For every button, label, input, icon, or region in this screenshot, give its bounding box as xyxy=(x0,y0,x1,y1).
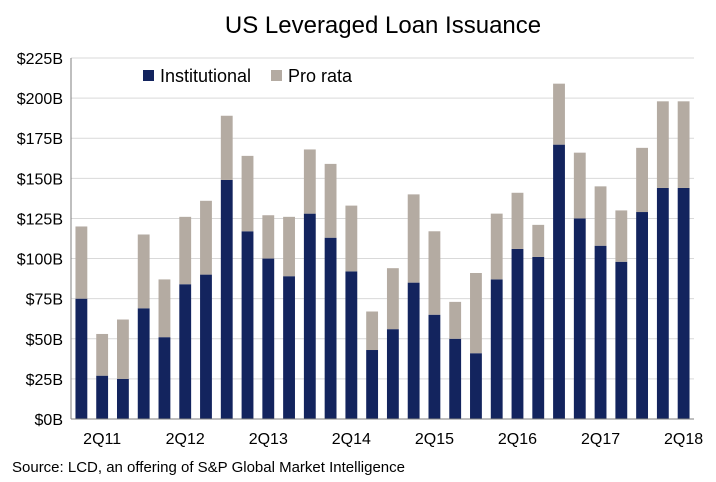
bar-pro-rata-3Q16 xyxy=(532,224,545,257)
bar-pro-rata-1Q16 xyxy=(490,213,503,280)
x-tick-label: 2Q17 xyxy=(581,431,620,448)
bar-pro-rata-2Q15 xyxy=(428,231,441,315)
bar-institutional-3Q16 xyxy=(532,256,545,419)
bar-institutional-3Q13 xyxy=(283,276,295,419)
bar-pro-rata-2Q12 xyxy=(179,216,192,285)
y-tick-label: $100B xyxy=(17,252,63,269)
bar-pro-rata-4Q16 xyxy=(553,83,565,145)
bar-institutional-4Q15 xyxy=(470,353,482,419)
y-tick-label: $200B xyxy=(17,91,63,108)
bar-institutional-1Q17 xyxy=(573,218,586,419)
x-tick-label: 2Q11 xyxy=(83,431,121,448)
bars xyxy=(75,83,690,419)
y-axis-tick-labels: $0B $25B $50B $75B $100B $125B $150B $175B $200B… xyxy=(17,51,63,429)
bar-institutional-4Q16 xyxy=(553,144,565,419)
bar-pro-rata-1Q14 xyxy=(324,163,337,238)
bar-institutional-4Q17 xyxy=(636,212,649,419)
bar-institutional-1Q18 xyxy=(656,187,669,419)
y-tick-label: $25B xyxy=(26,372,63,389)
y-tick-label: $125B xyxy=(17,211,63,228)
x-tick-label: 2Q15 xyxy=(415,431,454,448)
bar-institutional-4Q14 xyxy=(386,329,399,419)
bar-institutional-4Q13 xyxy=(303,213,316,419)
bar-institutional-2Q17 xyxy=(594,245,607,419)
bar-institutional-2Q13 xyxy=(262,258,275,419)
bar-institutional-2Q12 xyxy=(179,284,192,419)
bar-institutional-2Q18 xyxy=(677,187,690,419)
x-tick-label: 2Q13 xyxy=(249,431,288,448)
legend-swatch-pro-rata xyxy=(271,70,282,81)
bar-institutional-3Q17 xyxy=(615,261,628,419)
bar-institutional-4Q11 xyxy=(137,308,150,419)
axes xyxy=(70,58,694,420)
bar-pro-rata-4Q17 xyxy=(636,147,649,213)
y-tick-label: $75B xyxy=(26,292,63,309)
bar-pro-rata-4Q14 xyxy=(386,268,399,330)
x-tick-label: 2Q16 xyxy=(498,431,537,448)
bar-institutional-3Q12 xyxy=(200,274,212,419)
y-tick-label: $175B xyxy=(17,131,63,148)
bar-institutional-1Q15 xyxy=(407,282,420,419)
bar-institutional-1Q11 xyxy=(75,298,88,419)
legend-swatch-institutional xyxy=(143,70,154,81)
x-tick-label: 2Q18 xyxy=(664,431,703,448)
bar-pro-rata-1Q13 xyxy=(241,155,254,232)
bar-pro-rata-3Q15 xyxy=(449,301,462,339)
bar-institutional-1Q16 xyxy=(490,279,503,419)
bar-institutional-1Q12 xyxy=(158,337,171,419)
bar-pro-rata-1Q17 xyxy=(573,152,586,219)
bar-institutional-1Q13 xyxy=(241,231,254,419)
bar-institutional-3Q11 xyxy=(116,378,129,419)
bar-pro-rata-3Q11 xyxy=(116,319,129,379)
x-tick-label: 2Q12 xyxy=(166,431,205,448)
bar-pro-rata-4Q15 xyxy=(470,272,482,354)
bar-institutional-2Q15 xyxy=(428,314,441,419)
bar-pro-rata-1Q18 xyxy=(656,101,669,188)
legend: Institutional Pro rata xyxy=(143,66,353,86)
y-tick-label: $50B xyxy=(26,332,63,349)
bar-pro-rata-2Q11 xyxy=(96,333,109,376)
bar-pro-rata-2Q13 xyxy=(262,215,275,259)
legend-label-institutional: Institutional xyxy=(160,66,251,86)
bar-pro-rata-1Q12 xyxy=(158,279,171,338)
bar-institutional-4Q12 xyxy=(220,179,233,419)
source-note: Source: LCD, an offering of S&P Global M… xyxy=(12,459,405,476)
bar-institutional-1Q14 xyxy=(324,237,337,419)
chart-title: US Leveraged Loan Issuance xyxy=(225,12,541,39)
bar-pro-rata-3Q17 xyxy=(615,210,628,262)
bar-institutional-2Q16 xyxy=(511,248,524,419)
bar-pro-rata-3Q14 xyxy=(366,311,379,351)
y-tick-label: $150B xyxy=(17,171,63,188)
gridlines xyxy=(71,57,694,380)
x-tick-label: 2Q14 xyxy=(332,431,371,448)
legend-label-pro-rata: Pro rata xyxy=(288,66,353,86)
y-tick-label: $0B xyxy=(35,412,63,429)
bar-pro-rata-1Q15 xyxy=(407,194,420,283)
bar-institutional-2Q11 xyxy=(96,375,109,419)
bar-pro-rata-4Q11 xyxy=(137,234,150,309)
bar-pro-rata-2Q14 xyxy=(345,205,358,272)
bar-pro-rata-3Q13 xyxy=(283,216,295,277)
bar-pro-rata-4Q13 xyxy=(303,149,316,214)
bar-pro-rata-1Q11 xyxy=(75,226,88,299)
bar-institutional-3Q14 xyxy=(366,350,379,419)
bar-pro-rata-3Q12 xyxy=(200,200,212,275)
bar-pro-rata-2Q18 xyxy=(677,101,690,188)
bar-pro-rata-2Q16 xyxy=(511,192,524,249)
bar-institutional-3Q15 xyxy=(449,338,462,419)
y-tick-label: $225B xyxy=(17,51,63,68)
x-axis-tick-labels: 2Q11 2Q12 2Q13 2Q14 2Q15 2Q16 2Q17 2Q18 xyxy=(83,431,703,448)
bar-institutional-2Q14 xyxy=(345,271,358,419)
bar-pro-rata-2Q17 xyxy=(594,186,607,246)
bar-pro-rata-4Q12 xyxy=(220,115,233,180)
